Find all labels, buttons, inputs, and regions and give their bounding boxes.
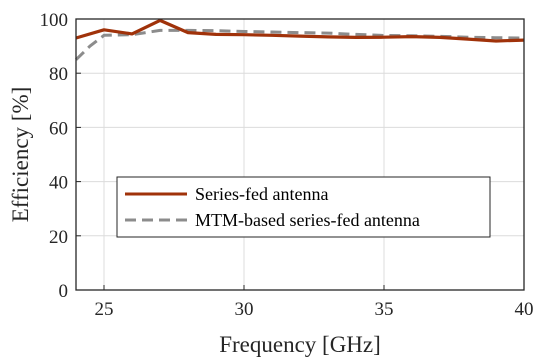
legend: Series-fed antenna MTM-based series-fed … bbox=[116, 176, 491, 238]
x-tick-label: 40 bbox=[515, 299, 534, 320]
series-layer bbox=[74, 18, 525, 61]
y-tick-label: 80 bbox=[49, 64, 68, 85]
x-tick-label: 30 bbox=[235, 299, 254, 320]
legend-box bbox=[116, 176, 491, 238]
legend-label-mtm-based: MTM-based series-fed antenna bbox=[195, 210, 420, 230]
y-tick-label: 40 bbox=[49, 173, 68, 194]
y-axis-label: Efficiency [%] bbox=[8, 87, 33, 223]
plot-frame bbox=[75, 18, 525, 291]
y-tick-label: 100 bbox=[40, 10, 69, 31]
axis-ticks: 0 20 40 60 80 100 25 30 35 40 bbox=[40, 10, 534, 320]
y-tick-label: 20 bbox=[49, 227, 68, 248]
y-tick-label: 0 bbox=[59, 281, 69, 302]
series-line-0 bbox=[75, 18, 525, 43]
x-axis-label: Frequency [GHz] bbox=[219, 332, 381, 357]
x-tick-label: 35 bbox=[375, 299, 394, 320]
y-tick-label: 60 bbox=[49, 118, 68, 139]
x-tick-label: 25 bbox=[95, 299, 114, 320]
legend-label-series-fed: Series-fed antenna bbox=[195, 184, 328, 204]
grid-lines bbox=[76, 18, 525, 291]
